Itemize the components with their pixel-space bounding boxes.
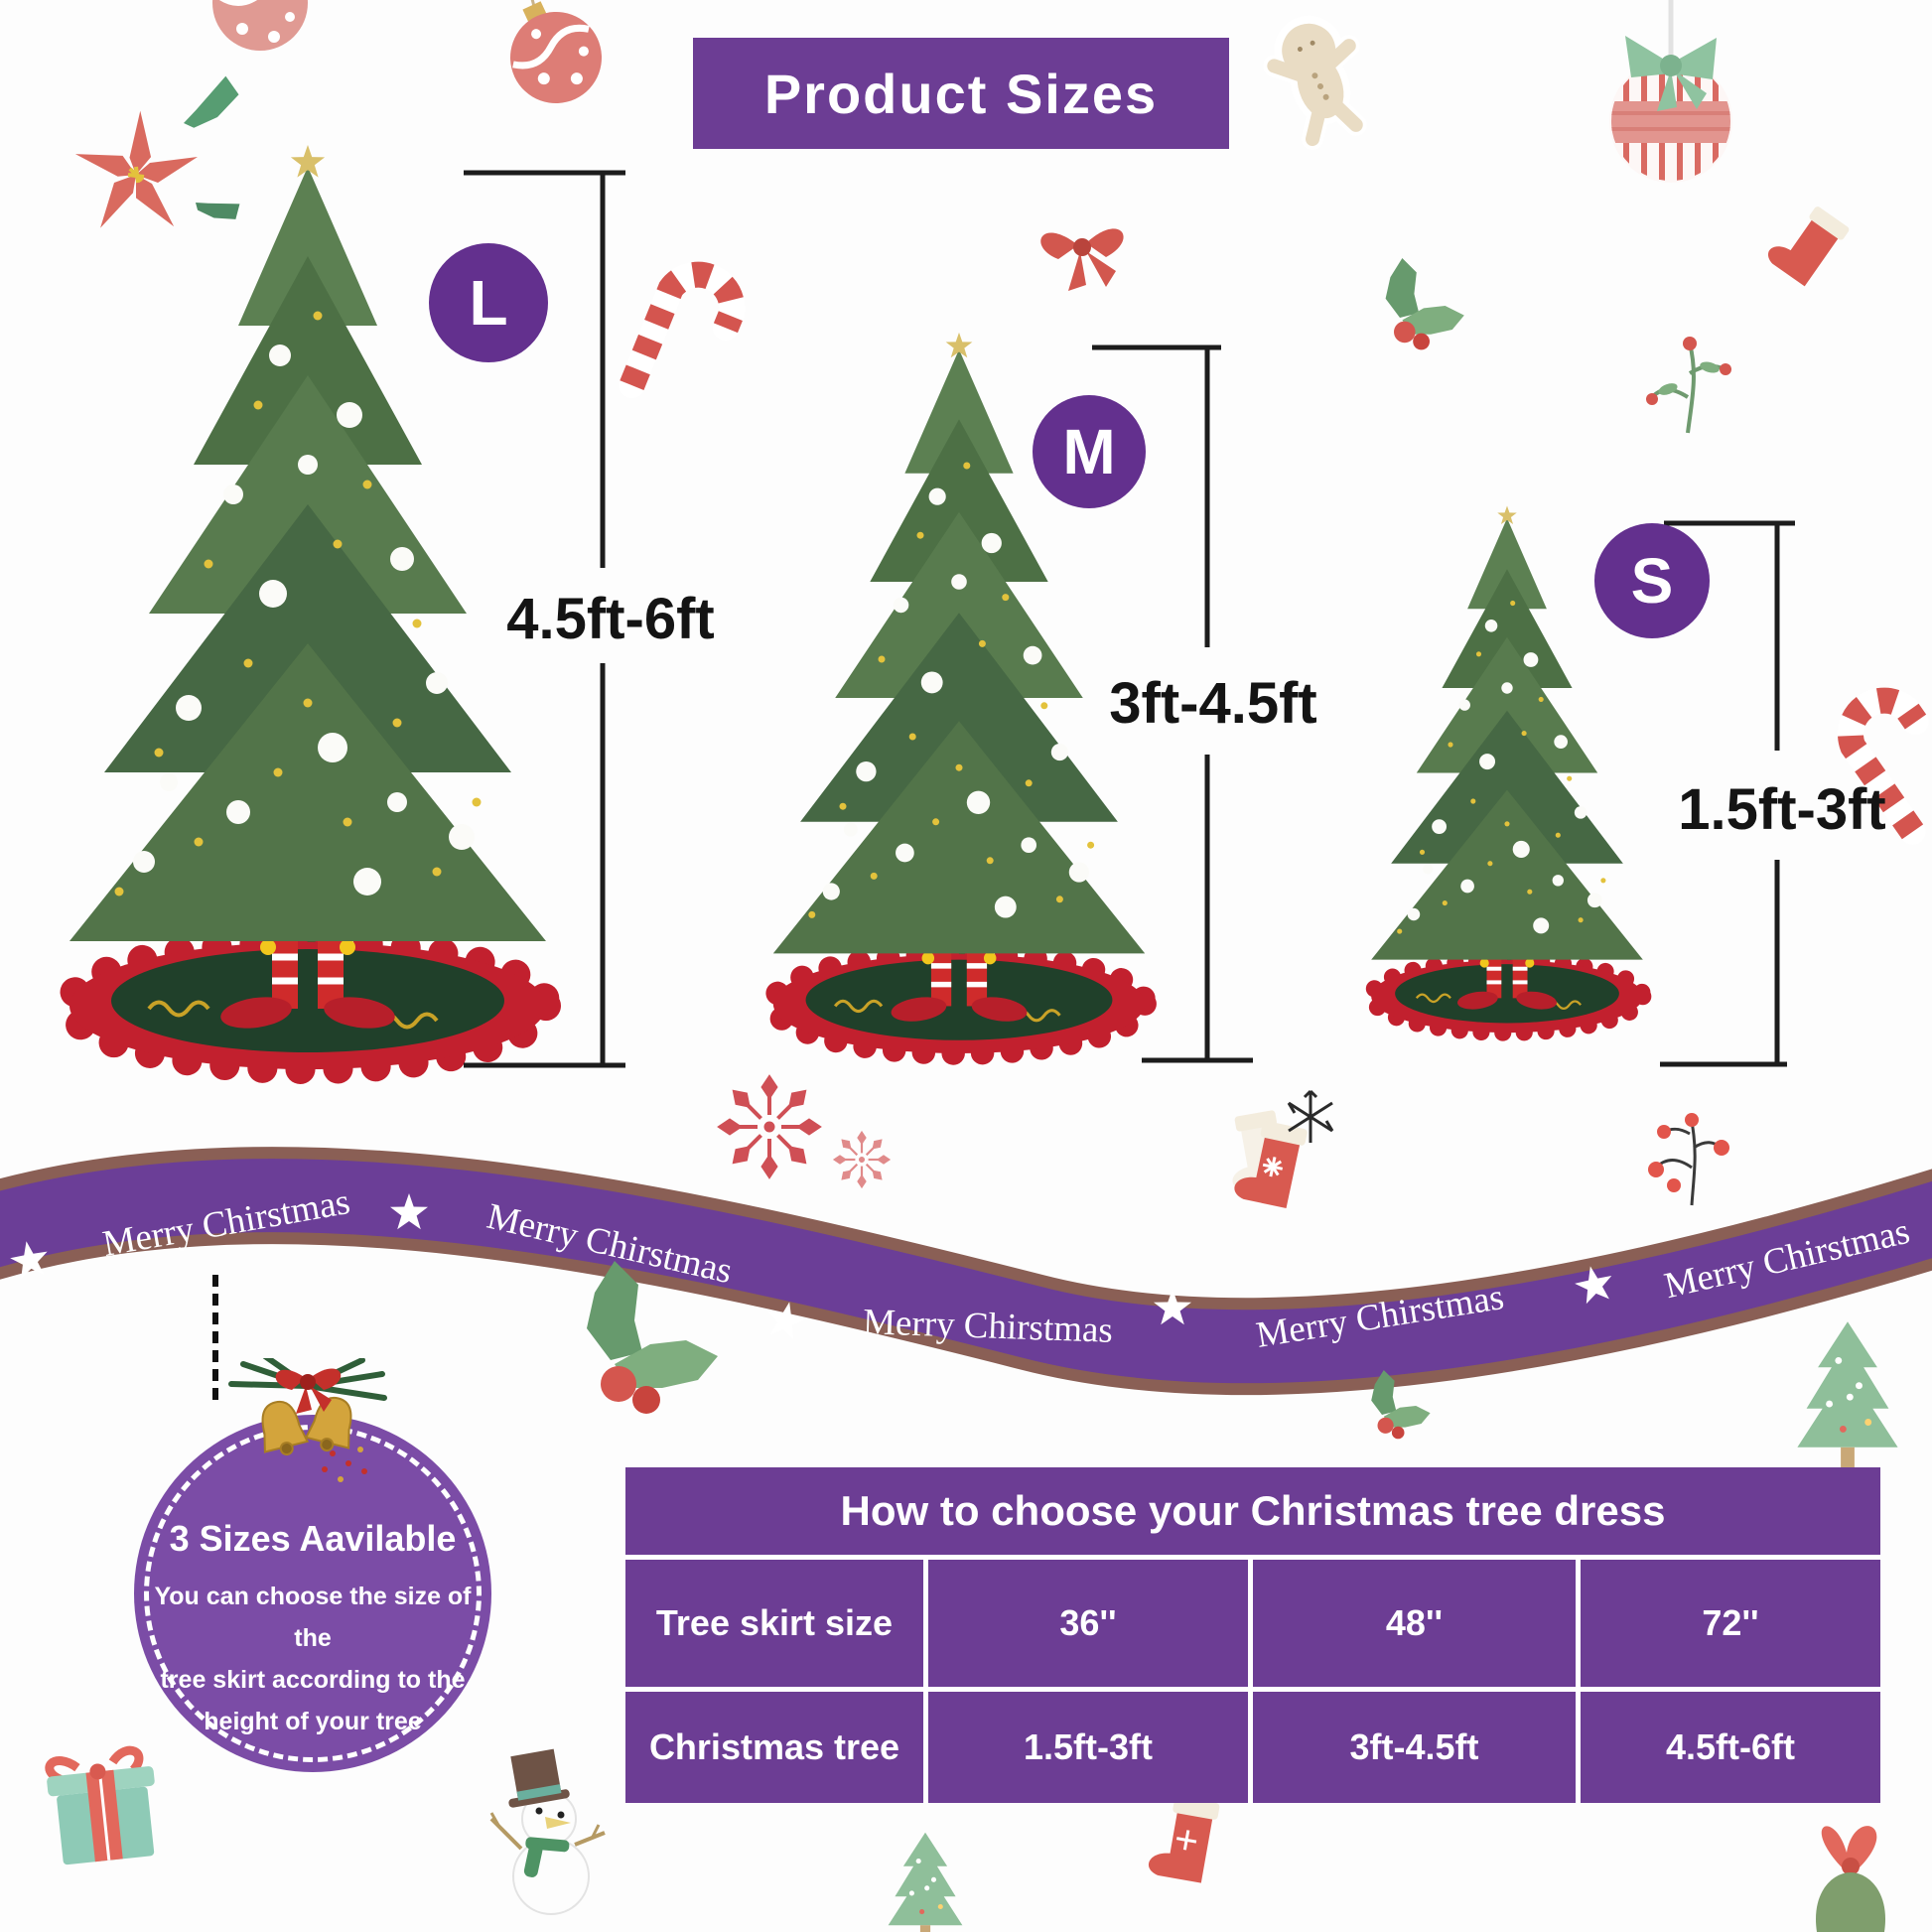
tree-small-icon bbox=[888, 1832, 963, 1932]
bells-icon bbox=[228, 1358, 387, 1482]
poinsettia-icon bbox=[74, 75, 240, 228]
badge-title: 3 Sizes Aavilable bbox=[169, 1518, 457, 1559]
stocking-cluster-icon bbox=[1221, 1089, 1334, 1210]
title-banner: Product Sizes bbox=[693, 38, 1229, 149]
table-cell: 36'' bbox=[928, 1560, 1248, 1687]
size-badge-medium-label: M bbox=[1062, 416, 1116, 487]
red-bow-icon bbox=[1040, 228, 1124, 291]
berry-branch-icon bbox=[1648, 1113, 1729, 1206]
height-range-small: 1.5ft-3ft bbox=[1678, 777, 1886, 842]
hanger-dashed-line bbox=[212, 1275, 218, 1400]
size-badge-small-label: S bbox=[1630, 545, 1674, 617]
table-cell: 3ft-4.5ft bbox=[1253, 1692, 1576, 1803]
table-row-label: Tree skirt size bbox=[625, 1560, 923, 1687]
stocking-bottom-icon bbox=[1147, 1793, 1220, 1884]
size-badge-large-label: L bbox=[469, 267, 508, 339]
polka-dot-ornament-icon bbox=[510, 0, 602, 103]
snowman-icon bbox=[489, 1748, 606, 1915]
table-row-label: Christmas tree bbox=[625, 1692, 923, 1803]
table-cell: 48'' bbox=[1253, 1560, 1576, 1687]
ribbon-text: Merry Chirstmas bbox=[862, 1302, 1114, 1351]
measure-line-small bbox=[1660, 520, 1795, 1067]
badge-line: height of your tree bbox=[204, 1708, 422, 1735]
ornament-ball-partial-icon bbox=[212, 0, 308, 51]
table-cell: 4.5ft-6ft bbox=[1581, 1692, 1880, 1803]
snowflake-small-icon bbox=[832, 1130, 892, 1189]
measure-line-large bbox=[464, 170, 625, 1068]
candy-cane-left-icon bbox=[631, 265, 741, 410]
badge-line: You can choose the size of the bbox=[154, 1583, 472, 1652]
measure-line-medium bbox=[1092, 345, 1253, 1063]
snowflake-icon bbox=[716, 1073, 823, 1180]
size-badge-large: L bbox=[429, 243, 548, 362]
merry-christmas-ribbon bbox=[0, 1147, 1932, 1396]
height-range-large: 4.5ft-6ft bbox=[506, 587, 715, 651]
gingerbread-man-icon bbox=[1263, 15, 1367, 151]
table-cell: 72'' bbox=[1581, 1560, 1880, 1687]
size-badge-small: S bbox=[1594, 523, 1710, 638]
bow-ornament-icon bbox=[1609, 0, 1732, 183]
size-badge-medium: M bbox=[1033, 395, 1146, 508]
tree-icon bbox=[1797, 1321, 1898, 1470]
gift-box-icon bbox=[45, 1745, 155, 1865]
stocking-small-top-icon bbox=[1763, 198, 1851, 289]
height-range-medium: 3ft-4.5ft bbox=[1109, 671, 1317, 736]
page-title: Product Sizes bbox=[763, 62, 1159, 125]
holly-berries-icon bbox=[1385, 258, 1464, 350]
badge-line: tree skirt according to the bbox=[160, 1666, 466, 1694]
size-table: How to choose your Christmas tree dress … bbox=[625, 1467, 1880, 1803]
berry-sprig-icon bbox=[1646, 337, 1731, 434]
size-table-title: How to choose your Christmas tree dress bbox=[625, 1467, 1880, 1555]
table-cell: 1.5ft-3ft bbox=[928, 1692, 1248, 1803]
gift-bottom-right-icon bbox=[1815, 1826, 1886, 1932]
